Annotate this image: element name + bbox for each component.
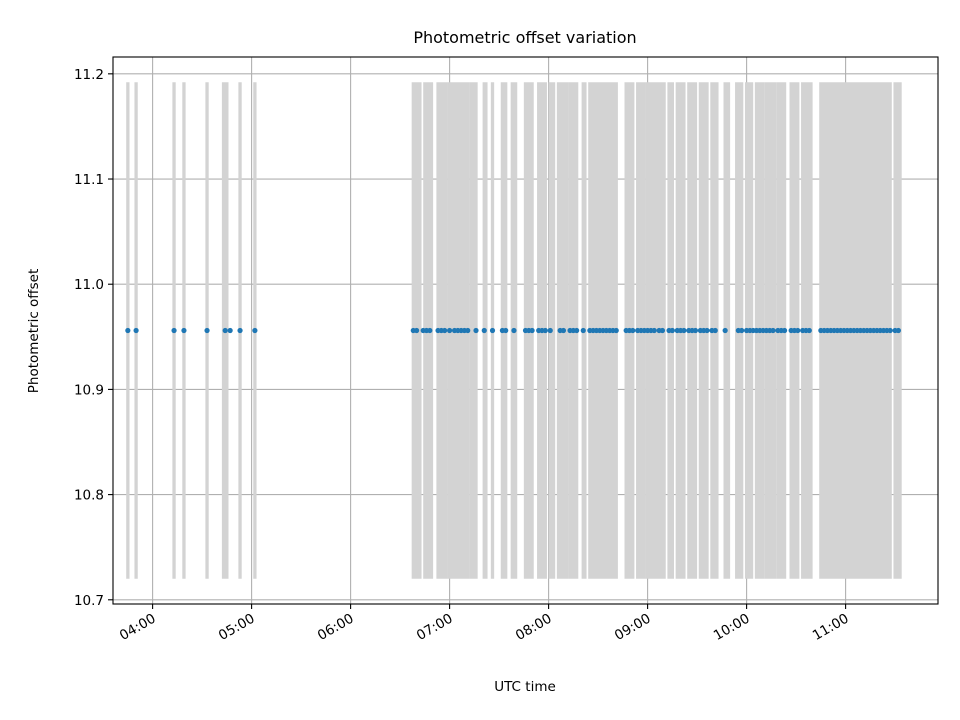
data-point: [204, 327, 210, 334]
data-point: [473, 327, 479, 334]
data-point: [681, 327, 687, 334]
data-point: [887, 327, 893, 334]
data-point: [613, 327, 619, 334]
chart-title: Photometric offset variation: [413, 28, 636, 47]
data-point: [465, 327, 471, 334]
data-point: [511, 327, 517, 334]
data-point: [237, 327, 243, 334]
y-tick-label: 10.9: [74, 382, 104, 398]
data-point: [722, 327, 728, 334]
data-point: [227, 327, 233, 334]
data-point: [574, 327, 580, 334]
data-point: [704, 327, 710, 334]
data-point: [171, 327, 177, 334]
data-point: [547, 327, 553, 334]
data-point: [529, 327, 535, 334]
data-point: [181, 327, 187, 334]
data-point: [481, 327, 487, 334]
data-point: [560, 327, 567, 334]
data-point: [659, 327, 666, 334]
data-point: [651, 327, 657, 334]
data-points: [125, 327, 902, 334]
y-tick-label: 10.8: [74, 488, 104, 504]
data-point: [795, 327, 801, 334]
y-tick-label: 11.2: [74, 67, 104, 83]
y-tick-label: 11.0: [74, 277, 104, 293]
data-point: [739, 327, 745, 334]
data-point: [781, 327, 788, 334]
data-point: [414, 327, 420, 334]
data-point: [427, 327, 433, 334]
y-tick-label: 11.1: [74, 172, 104, 188]
data-point: [489, 327, 496, 334]
data-point: [895, 327, 902, 334]
plot-frame: [112, 56, 939, 605]
x-axis-label: UTC time: [494, 679, 556, 695]
data-point: [580, 327, 586, 334]
data-point: [447, 327, 453, 334]
data-point: [770, 327, 776, 334]
data-point: [692, 327, 699, 334]
data-point: [542, 327, 548, 334]
y-axis-label: Photometric offset: [26, 269, 42, 393]
data-point: [806, 327, 812, 334]
data-point: [125, 327, 131, 334]
data-point: [712, 327, 718, 334]
data-point: [133, 327, 139, 334]
data-point: [222, 327, 228, 334]
data-point: [669, 327, 675, 334]
y-axis-ticks: 10.7 10.8 10.9 11.0 11.1 11.2: [74, 67, 113, 609]
data-point: [252, 327, 258, 334]
data-point: [630, 327, 636, 334]
data-point: [442, 327, 448, 334]
y-tick-label: 10.7: [74, 593, 104, 609]
data-point: [503, 327, 509, 334]
